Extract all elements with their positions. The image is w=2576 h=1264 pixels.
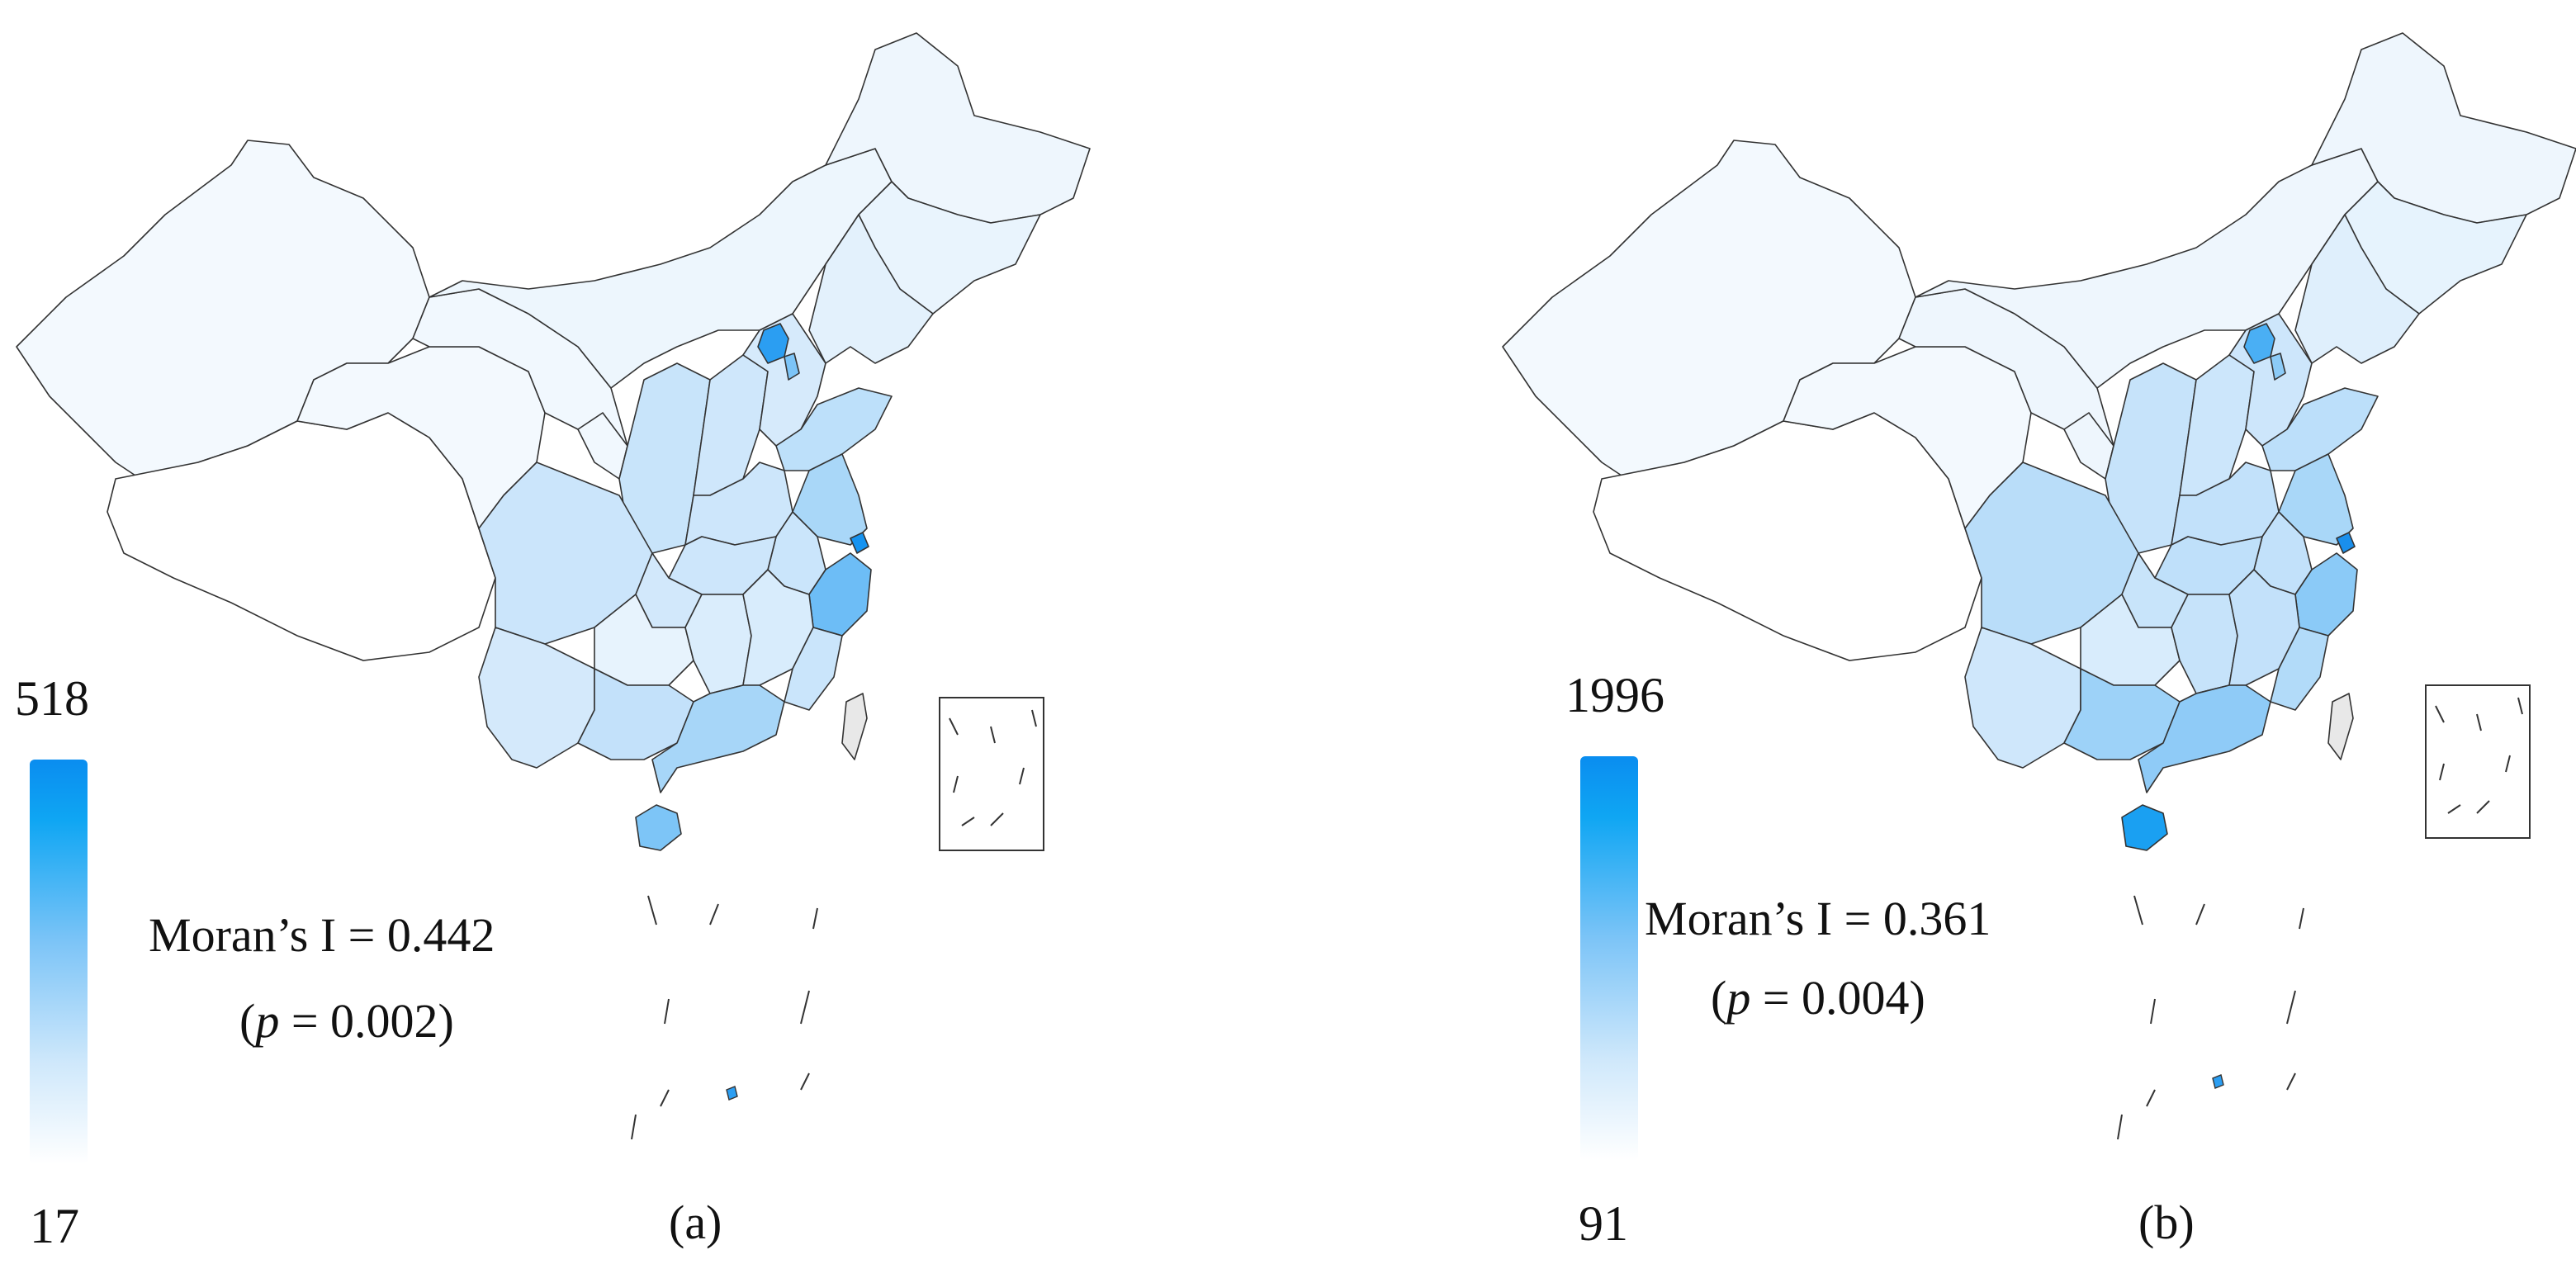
nine-dash-line (2117, 895, 2304, 1140)
region-guangdong (651, 684, 785, 793)
region-taiwan (841, 693, 868, 760)
p-value: = 0.002) (279, 994, 454, 1048)
map-panel-a: 518 17 Moran’s I = 0.442 (p = 0.002) (a) (15, 32, 1091, 1253)
p-value-statistic: (p = 0.004) (1711, 974, 1925, 1022)
region-guangdong (2138, 684, 2271, 793)
region-qinghai (1783, 346, 2032, 529)
region-shandong (775, 387, 893, 471)
region-guangxi (577, 668, 694, 760)
region-hainan (635, 804, 682, 851)
inset-nine-dash-line (2435, 697, 2523, 814)
region-guangxi (2063, 668, 2181, 760)
p-symbol: p (255, 994, 280, 1048)
p-symbol: p (1726, 971, 1751, 1025)
region-jiangsu (792, 453, 868, 546)
morans-i-statistic: Moran’s I = 0.361 (1645, 892, 1991, 945)
legend-max-value: 518 (15, 671, 89, 726)
region-hunan (684, 594, 752, 694)
p-open-paren: ( (1711, 971, 1727, 1025)
south-china-sea-inset (939, 697, 1044, 851)
region-yunnan (478, 627, 595, 769)
nine-dash-line (631, 895, 818, 1140)
map-panel-b: 1996 91 Moran’s I = 0.361 (p = 0.004) (b… (1288, 0, 2576, 1264)
p-value-statistic: (p = 0.002) (239, 997, 454, 1045)
p-value: = 0.004) (1750, 971, 1925, 1025)
panel-label-a: (a) (669, 1195, 722, 1249)
color-scale-bar (30, 760, 88, 1164)
region-hunan (2171, 594, 2238, 694)
region-yunnan (1964, 627, 2081, 769)
china-choropleth-map-b (1502, 32, 2576, 1140)
region-hainan (2121, 804, 2168, 851)
region-qinghai (296, 346, 546, 529)
inset-nine-dash-line (949, 709, 1037, 826)
region-liaoning (808, 214, 934, 364)
china-choropleth-map-a (16, 32, 1091, 1140)
island-marker (726, 1086, 738, 1101)
region-shanghai (2336, 532, 2356, 554)
p-open-paren: ( (239, 994, 256, 1048)
legend-min-value: 91 (1579, 1196, 1628, 1251)
south-china-sea-inset (2425, 684, 2531, 839)
region-liaoning (2294, 214, 2420, 364)
region-tianjin (784, 353, 800, 381)
morans-i-statistic: Moran’s I = 0.442 (149, 908, 495, 962)
panel-label-b: (b) (2138, 1195, 2195, 1249)
region-taiwan (2327, 693, 2354, 760)
region-shandong (2261, 387, 2379, 471)
legend-min-value: 17 (30, 1199, 79, 1253)
region-shanghai (850, 532, 869, 554)
island-marker (2212, 1074, 2224, 1089)
color-scale-bar (1580, 756, 1638, 1161)
region-tianjin (2270, 353, 2286, 381)
region-jiangsu (2278, 453, 2354, 546)
legend-max-value: 1996 (1565, 668, 1664, 722)
